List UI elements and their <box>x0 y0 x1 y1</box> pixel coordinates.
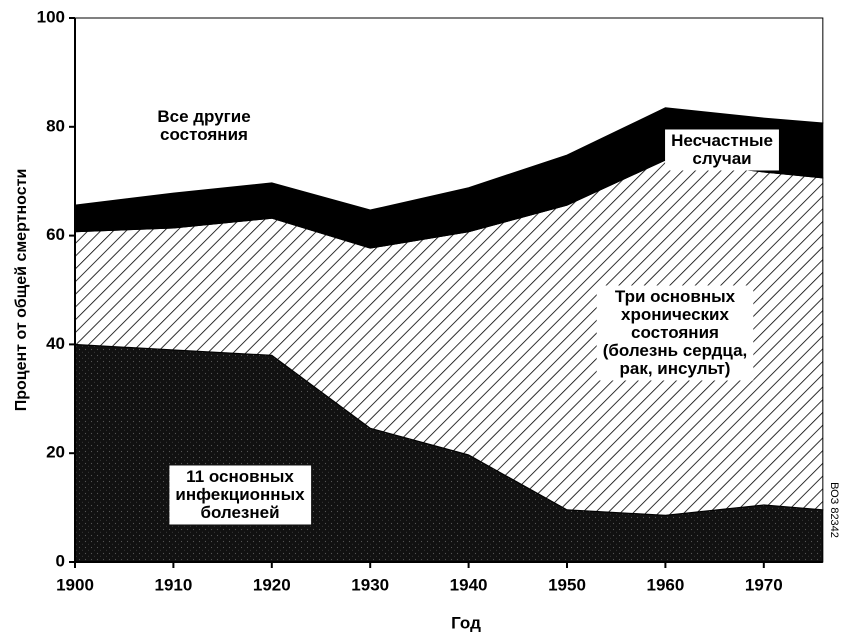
label-box <box>665 129 779 171</box>
x-tick-label: 1920 <box>253 575 291 594</box>
series-label: 11 основных инфекционных болезней <box>175 467 305 522</box>
label-box <box>596 285 754 381</box>
y-tick-label: 80 <box>46 116 65 135</box>
y-tick-label: 0 <box>56 551 65 570</box>
x-tick-label: 1900 <box>56 575 94 594</box>
x-tick-label: 1950 <box>548 575 586 594</box>
y-tick-label: 60 <box>46 225 65 244</box>
area <box>74 17 824 211</box>
x-tick-label: 1970 <box>745 575 783 594</box>
label-box <box>169 465 312 525</box>
note: ВОЗ 82342 <box>828 482 840 538</box>
x-tick-label: 1930 <box>351 575 389 594</box>
x-tick-label: 1910 <box>154 575 192 594</box>
y-tick-label: 100 <box>37 7 65 26</box>
x-axis-label: Год <box>451 613 481 632</box>
series-label: Три основных хронических состояния (болезнь… <box>603 287 748 378</box>
series-label: Несчастные случаи <box>671 131 773 168</box>
y-tick-label: 40 <box>46 334 65 353</box>
y-tick-label: 20 <box>46 443 65 462</box>
x-tick-label: 1940 <box>450 575 488 594</box>
y-axis-label: Процент от общей смертности <box>13 169 30 412</box>
series-label: Все другие состояния <box>157 107 250 144</box>
x-tick-label: 1960 <box>646 575 684 594</box>
